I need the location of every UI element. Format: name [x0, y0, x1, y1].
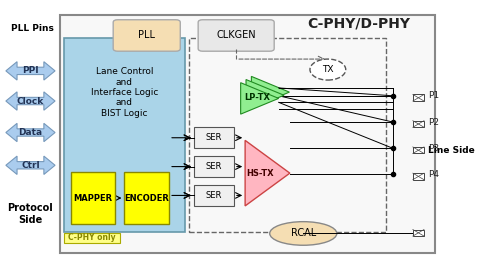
Text: Ctrl: Ctrl	[21, 161, 40, 170]
Text: P1: P1	[429, 91, 440, 100]
FancyBboxPatch shape	[413, 95, 424, 101]
FancyBboxPatch shape	[198, 20, 274, 51]
Text: Clock: Clock	[17, 96, 44, 105]
FancyBboxPatch shape	[413, 147, 424, 153]
Text: P2: P2	[429, 117, 440, 126]
Text: Line Side: Line Side	[429, 146, 475, 155]
Polygon shape	[246, 80, 284, 111]
FancyBboxPatch shape	[64, 38, 185, 232]
Text: SER: SER	[205, 133, 222, 142]
Polygon shape	[6, 123, 55, 142]
Text: Protocol
Side: Protocol Side	[8, 203, 53, 225]
Text: PLL: PLL	[138, 30, 155, 41]
Text: SER: SER	[205, 162, 222, 171]
FancyBboxPatch shape	[413, 173, 424, 180]
Polygon shape	[6, 156, 55, 174]
Text: C-PHY/D-PHY: C-PHY/D-PHY	[308, 17, 411, 31]
Text: SER: SER	[205, 191, 222, 200]
Text: Lane Control
and
Interface Logic
and
BIST Logic: Lane Control and Interface Logic and BIS…	[91, 67, 158, 118]
FancyBboxPatch shape	[60, 15, 435, 253]
Polygon shape	[240, 83, 279, 114]
Text: RCAL: RCAL	[290, 228, 316, 239]
Text: P3: P3	[429, 144, 440, 153]
Text: ENCODER: ENCODER	[124, 193, 169, 202]
FancyBboxPatch shape	[64, 233, 120, 243]
Text: CLKGEN: CLKGEN	[216, 30, 256, 41]
FancyBboxPatch shape	[413, 229, 424, 236]
Text: P4: P4	[429, 170, 440, 179]
Text: PLL Pins: PLL Pins	[11, 24, 54, 33]
Polygon shape	[6, 62, 55, 80]
Polygon shape	[252, 76, 289, 108]
FancyBboxPatch shape	[71, 172, 115, 224]
Polygon shape	[245, 140, 290, 206]
Circle shape	[310, 59, 346, 80]
FancyBboxPatch shape	[194, 127, 234, 148]
Text: LP-TX: LP-TX	[244, 92, 270, 101]
FancyBboxPatch shape	[124, 172, 169, 224]
FancyBboxPatch shape	[113, 20, 180, 51]
Text: Data: Data	[18, 128, 43, 137]
Ellipse shape	[270, 222, 337, 245]
FancyBboxPatch shape	[194, 185, 234, 206]
FancyBboxPatch shape	[194, 156, 234, 177]
Polygon shape	[6, 92, 55, 110]
FancyBboxPatch shape	[413, 121, 424, 127]
Text: C-PHY only: C-PHY only	[68, 233, 116, 242]
Text: PPI: PPI	[22, 66, 39, 75]
Text: TX: TX	[322, 65, 334, 74]
Text: MAPPER: MAPPER	[73, 193, 113, 202]
Text: HS-TX: HS-TX	[246, 169, 274, 178]
